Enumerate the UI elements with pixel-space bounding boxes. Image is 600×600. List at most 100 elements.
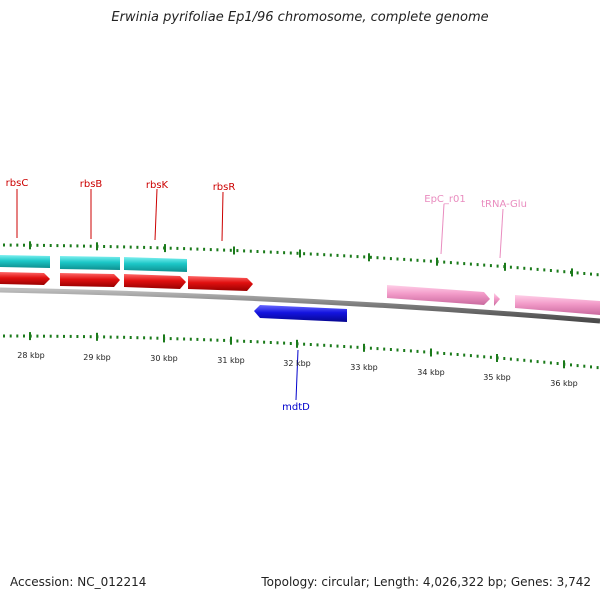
upper-minor-tick [9, 243, 12, 247]
upper-minor-tick [183, 247, 186, 251]
upper-minor-tick [3, 243, 5, 247]
lower-minor-tick [196, 337, 199, 341]
lower-major-tick [496, 354, 498, 362]
lower-minor-tick [76, 335, 79, 338]
lower-minor-tick [503, 357, 506, 360]
upper-minor-tick [156, 246, 159, 250]
lower-minor-tick [36, 334, 39, 338]
lower-minor-tick [509, 357, 512, 361]
gene-feature-teal-1[interactable] [0, 255, 50, 268]
upper-minor-tick [243, 249, 246, 253]
upper-minor-tick [296, 251, 299, 255]
gene-feature-teal-2[interactable] [60, 256, 120, 270]
lower-minor-tick [63, 334, 65, 338]
lower-minor-tick [536, 360, 539, 364]
gene-feature-trna-glu[interactable] [494, 293, 500, 306]
lower-major-tick [29, 332, 31, 341]
lower-minor-tick [69, 334, 72, 338]
upper-minor-tick [363, 255, 366, 259]
lower-minor-tick [349, 345, 352, 349]
gene-feature-pink-3[interactable] [515, 295, 600, 315]
upper-minor-tick [456, 261, 459, 265]
upper-minor-tick [209, 248, 212, 252]
upper-major-tick [164, 244, 166, 253]
lower-minor-tick [383, 347, 386, 351]
leader-line-trna-glu [499, 208, 504, 259]
upper-minor-tick [316, 252, 319, 256]
upper-minor-tick [403, 257, 406, 261]
upper-minor-tick [356, 255, 359, 259]
lower-minor-tick [463, 353, 466, 357]
upper-minor-tick [123, 245, 126, 249]
lower-minor-tick [103, 335, 106, 339]
lower-minor-tick [369, 346, 372, 350]
lower-minor-tick [329, 344, 332, 348]
upper-minor-tick [16, 243, 19, 247]
upper-minor-tick [496, 264, 499, 268]
upper-minor-tick [323, 253, 326, 257]
lower-minor-tick [576, 364, 579, 368]
gene-feature-rbsc[interactable] [0, 272, 50, 285]
upper-minor-tick [416, 258, 419, 262]
lower-minor-tick [283, 341, 286, 345]
lower-minor-tick [136, 336, 139, 340]
gene-label-rbsr: rbsR [213, 182, 236, 193]
lower-minor-tick [263, 340, 266, 344]
upper-minor-tick [476, 263, 479, 267]
lower-minor-tick [596, 366, 599, 370]
lower-minor-tick [16, 334, 19, 338]
lower-minor-tick [570, 363, 572, 367]
scale-label-30kbp: 30 kbp [150, 354, 178, 363]
lower-minor-tick [590, 365, 592, 369]
gene-label-rbsk: rbsK [146, 180, 169, 191]
gene-feature-rbsr[interactable] [188, 276, 253, 291]
upper-minor-tick [369, 255, 372, 259]
gene-feature-rbsb[interactable] [60, 273, 120, 287]
lower-minor-tick [423, 350, 426, 354]
lower-minor-tick [556, 362, 559, 365]
upper-minor-tick [343, 254, 346, 258]
lower-major-tick [296, 339, 298, 348]
gene-feature-rbsk[interactable] [124, 274, 186, 289]
upper-minor-tick [556, 269, 559, 273]
upper-major-tick [368, 253, 370, 262]
lower-minor-tick [49, 334, 52, 338]
upper-minor-tick [176, 246, 179, 250]
upper-major-tick [436, 257, 438, 266]
lower-minor-tick [583, 364, 586, 368]
map-title: Erwinia pyrifoliae Ep1/96 chromosome, co… [111, 10, 489, 25]
upper-minor-tick [129, 245, 132, 249]
lower-minor-tick [43, 334, 45, 338]
upper-minor-tick [169, 246, 172, 250]
leader-line-epc-r01 [440, 203, 445, 255]
gene-feature-mdtd[interactable] [254, 305, 347, 322]
upper-major-tick [96, 242, 98, 251]
lower-minor-tick [476, 354, 479, 358]
lower-minor-tick [436, 351, 439, 355]
gene-label-epc-r01: EpC_r01 [424, 194, 465, 205]
accession-text: Accession: NC_012214 [10, 575, 147, 589]
upper-minor-tick [223, 248, 226, 252]
upper-minor-tick [63, 244, 65, 248]
upper-minor-tick [349, 254, 352, 258]
lower-minor-tick [269, 341, 272, 344]
gene-feature-epc-r01[interactable] [387, 285, 490, 305]
upper-minor-tick [289, 251, 292, 255]
lower-major-tick [96, 332, 98, 341]
lower-minor-tick [409, 349, 412, 353]
upper-minor-tick [89, 244, 92, 248]
lower-major-tick [163, 334, 165, 343]
upper-minor-tick [529, 267, 532, 271]
lower-minor-tick [443, 352, 446, 355]
lower-minor-tick [449, 352, 452, 356]
gene-feature-teal-3[interactable] [124, 257, 187, 272]
lower-minor-tick [243, 339, 246, 343]
upper-minor-tick [396, 257, 399, 261]
lower-minor-tick [549, 361, 552, 365]
upper-minor-tick [189, 247, 192, 251]
lower-minor-tick [469, 354, 472, 358]
lower-minor-tick [3, 334, 5, 338]
upper-minor-tick [136, 245, 139, 249]
upper-minor-tick [563, 270, 566, 274]
